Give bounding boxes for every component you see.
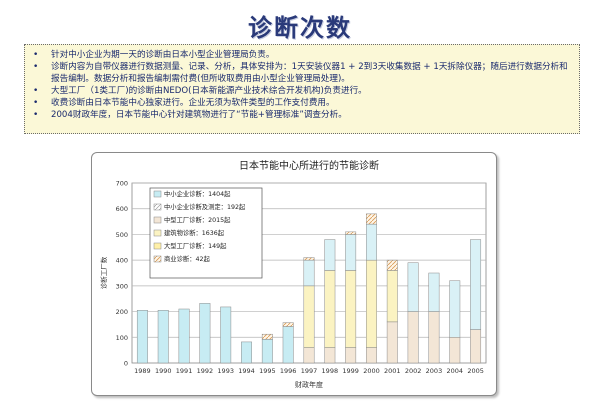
bar-segment	[282, 322, 294, 327]
bar-segment	[220, 306, 232, 364]
legend-label: 中小企业诊断：1404起	[164, 189, 231, 198]
bullet-item: 收费诊断由日本节能中心独家进行。企业无须为软件类型的工作支付费用。	[31, 97, 571, 109]
y-axis-label: 诊断工厂数	[99, 256, 108, 289]
y-tick-label: 300	[116, 282, 128, 290]
bar-segment	[345, 347, 357, 364]
bar-segment	[178, 308, 190, 364]
x-tick-label: 2002	[405, 367, 422, 375]
bar-segment	[470, 239, 482, 330]
legend-swatch	[153, 216, 162, 224]
x-tick-label: 2004	[446, 367, 463, 375]
bar-segment	[428, 272, 440, 312]
bar-segment	[282, 326, 294, 364]
legend-swatch	[153, 203, 162, 211]
bar-segment	[386, 259, 398, 271]
chart-panel: 日本节能中心所进行的节能诊断 0 100 200 300 400 500 600 700 诊断工厂…	[91, 152, 497, 396]
x-tick-label: 1994	[238, 367, 255, 375]
y-tick-label: 700	[116, 180, 128, 188]
x-axis-label: 财政年度	[295, 380, 323, 389]
x-tick-label: 1997	[301, 367, 318, 375]
chart-title: 日本节能中心所进行的节能诊断	[239, 159, 379, 172]
x-tick-label: 2000	[363, 367, 380, 375]
bar-segment	[199, 303, 211, 364]
bar-segment	[303, 257, 315, 261]
bar-segment	[261, 339, 273, 364]
legend-box	[149, 187, 263, 279]
bar-segment	[386, 270, 398, 323]
bar-segment	[470, 329, 482, 364]
bar-segment	[324, 270, 336, 348]
legend-label: 中型工厂诊断：2015起	[164, 215, 231, 224]
y-tick-label: 600	[116, 205, 128, 213]
x-tick-label: 1991	[176, 367, 193, 375]
bar-segment	[261, 333, 273, 340]
bar-segment	[324, 239, 336, 271]
legend-label: 中小企业诊断及测定：192起	[164, 202, 246, 211]
legend-swatch	[153, 229, 162, 237]
diagnosis-chart: 日本节能中心所进行的节能诊断 0 100 200 300 400 500 600 700 诊断工厂…	[99, 159, 487, 389]
bullet-item: 2004财政年度，日本节能中心针对建筑物进行了“节能+管理标准”调查分析。	[31, 109, 571, 121]
bullet-item: 诊断内容为自带仪器进行数据测量、记录、分析，具体安排为：1天安装仪器1 + 2到…	[31, 61, 571, 85]
x-tick-label: 1995	[259, 367, 276, 375]
x-tick-label: 1996	[280, 367, 297, 375]
bar-segment	[241, 341, 252, 364]
x-tick-label: 1989	[134, 367, 151, 375]
legend-label: 大型工厂诊断：149起	[164, 241, 227, 250]
legend-swatch	[153, 190, 162, 198]
notes-box: 针对中小企业为期一天的诊断由日本小型企业管理局负责。 诊断内容为自带仪器进行数据…	[24, 44, 580, 134]
bar-segment	[428, 311, 440, 364]
bullet-item: 大型工厂（1类工厂)的诊断由NEDO(日本新能源产业技术综合开发机构)负责进行。	[31, 85, 571, 97]
bar-segment	[366, 347, 377, 364]
y-tick-label: 0	[124, 360, 128, 368]
bar-segment	[345, 270, 357, 348]
bar-segment	[303, 347, 315, 364]
bar-segment	[136, 310, 148, 364]
y-tick-label: 100	[116, 334, 128, 342]
x-tick-label: 1998	[322, 367, 339, 375]
legend-label: 建筑物诊断：1636起	[164, 228, 225, 237]
notes-list: 针对中小企业为期一天的诊断由日本小型企业管理局负责。 诊断内容为自带仪器进行数据…	[31, 49, 571, 121]
y-tick-label: 400	[116, 257, 128, 265]
legend-label: 商业诊断：42起	[164, 254, 210, 263]
x-tick-label: 2005	[467, 367, 484, 375]
y-tick-label: 200	[116, 308, 128, 316]
bar-segment	[366, 213, 377, 225]
x-tick-label: 1990	[155, 367, 172, 375]
x-tick-label: 1999	[342, 367, 359, 375]
bar-segment	[366, 259, 377, 348]
x-tick-label: 2001	[384, 367, 401, 375]
legend-swatch	[153, 242, 162, 250]
bar-segment	[407, 262, 419, 312]
bar-segment	[157, 310, 169, 364]
page-title: 诊断次数	[248, 14, 352, 42]
legend-swatch	[153, 255, 162, 263]
bar-segment	[345, 234, 357, 271]
bar-segment	[345, 231, 357, 235]
x-tick-label: 1993	[217, 367, 234, 375]
bar-segment	[386, 321, 398, 364]
bullet-item: 针对中小企业为期一天的诊断由日本小型企业管理局负责。	[31, 49, 571, 61]
x-tick-label: 1992	[197, 367, 214, 375]
bar-segment	[449, 280, 461, 338]
bar-segment	[366, 223, 377, 261]
bar-segment	[449, 337, 461, 364]
y-tick-label: 500	[116, 231, 128, 239]
bar-segment	[303, 259, 315, 287]
bar-segment	[324, 347, 336, 364]
bar-segment	[407, 311, 419, 364]
bar-segment	[303, 285, 315, 348]
x-tick-label: 2003	[426, 367, 443, 375]
